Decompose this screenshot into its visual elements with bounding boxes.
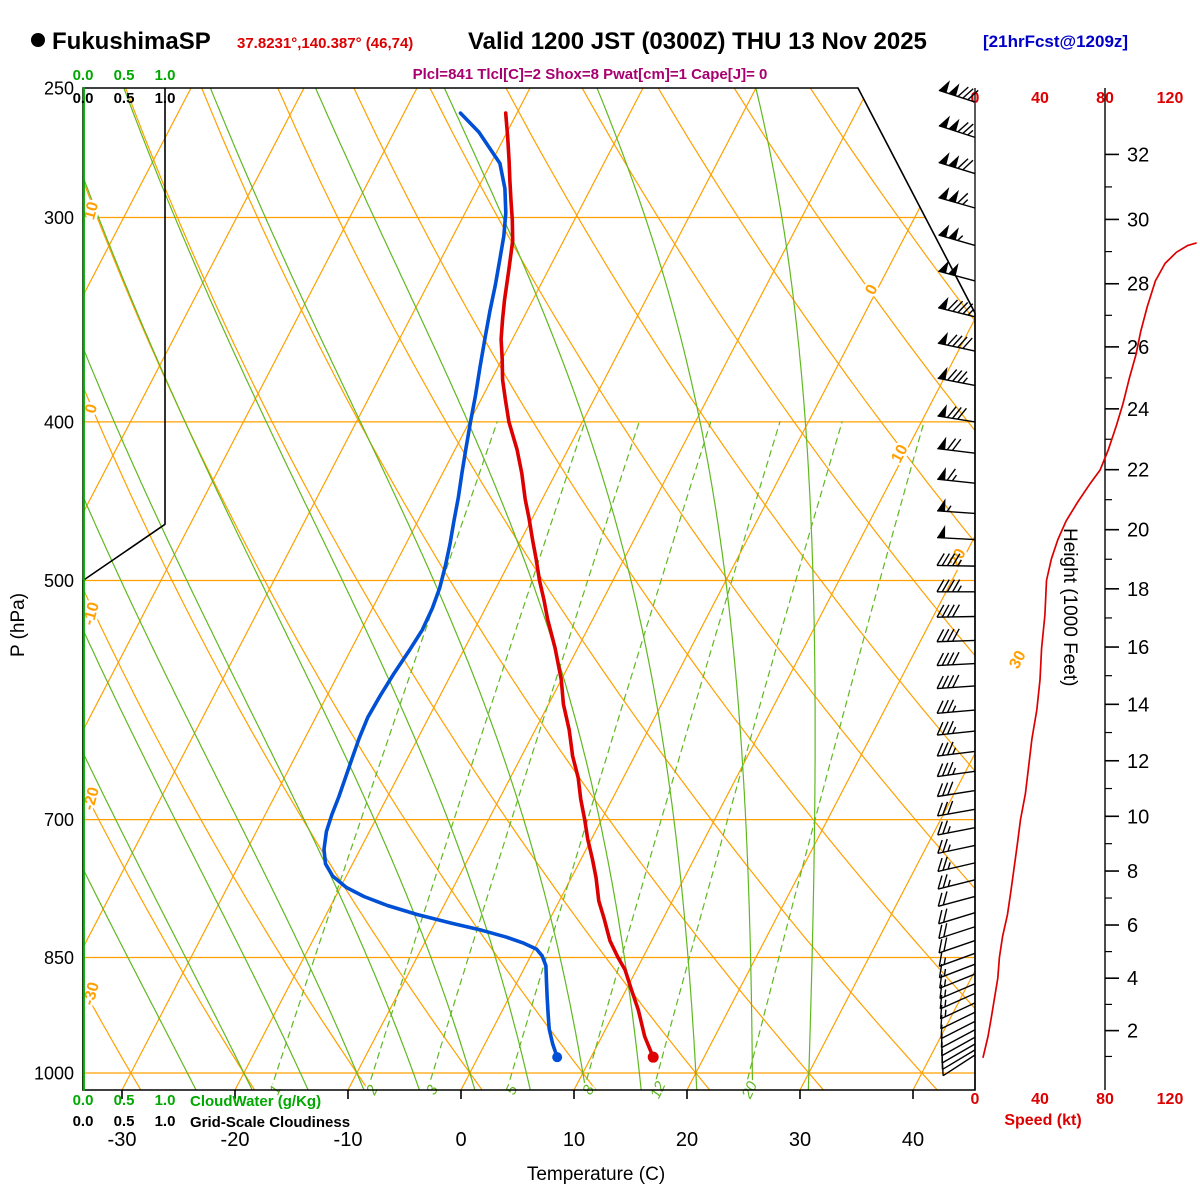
svg-text:30: 30 (789, 1129, 811, 1151)
surface-dewpoint-dot (552, 1052, 563, 1063)
svg-text:24: 24 (1127, 399, 1149, 421)
station-name: FukushimaSP (52, 28, 211, 55)
cloud-scale-numbers: 0.0 0.5 1.0 0.0 0.5 1.0 0.0 0.5 1.0 0.0 0.5 1.0 (73, 67, 176, 1130)
svg-text:4: 4 (1127, 968, 1138, 990)
svg-text:120: 120 (1157, 1091, 1184, 1108)
speed-axis: 0 0 40 40 80 80 120 120 (971, 88, 1184, 1108)
station-bullet-icon (31, 33, 45, 47)
svg-text:400: 400 (44, 412, 74, 432)
svg-text:0: 0 (862, 282, 881, 298)
svg-text:1.0: 1.0 (155, 1113, 176, 1130)
sounding-profiles (322, 111, 659, 1063)
svg-text:1.0: 1.0 (155, 90, 176, 107)
svg-text:0.0: 0.0 (73, 67, 94, 84)
station-coords: 37.8231°,140.387° (46,74) (237, 35, 413, 52)
svg-text:12: 12 (1127, 751, 1149, 773)
svg-text:1000: 1000 (34, 1063, 74, 1083)
svg-text:10: 10 (888, 442, 911, 466)
surface-temperature-dot (647, 1051, 659, 1063)
svg-text:8: 8 (1127, 861, 1138, 883)
svg-text:30: 30 (1127, 209, 1149, 231)
svg-text:80: 80 (1096, 1091, 1114, 1108)
svg-text:850: 850 (44, 948, 74, 968)
svg-text:0.5: 0.5 (114, 67, 135, 84)
valid-time: Valid 1200 JST (0300Z) THU 13 Nov 2025 (468, 28, 927, 55)
svg-text:14: 14 (1127, 694, 1149, 716)
svg-text:10: 10 (563, 1129, 585, 1151)
height-axis-title: Height (1000 Feet) (1059, 528, 1080, 686)
svg-text:80: 80 (1096, 90, 1114, 107)
svg-text:-30: -30 (108, 1129, 137, 1151)
svg-text:1.0: 1.0 (155, 67, 176, 84)
wind-barbs (936, 80, 979, 1077)
wind-speed-curve (982, 242, 1197, 1059)
pressure-axis-title: P (hPa) (8, 593, 29, 657)
svg-text:0: 0 (971, 90, 980, 107)
svg-text:700: 700 (44, 810, 74, 830)
cloudwater-axis-title: CloudWater (g/Kg) (190, 1093, 321, 1110)
svg-text:30: 30 (1006, 648, 1029, 672)
svg-text:1.0: 1.0 (155, 1092, 176, 1109)
stability-indices: Plcl=841 Tlcl[C]=2 Shox=8 Pwat[cm]=1 Cap… (413, 66, 768, 83)
temperature-axis: -30 -20 -10 0 10 20 30 40 (108, 1090, 924, 1151)
grid-lines (83, 88, 975, 1090)
svg-text:6: 6 (1127, 915, 1138, 937)
svg-text:16: 16 (1127, 637, 1149, 659)
svg-text:0: 0 (455, 1129, 466, 1151)
plot-frame (82, 87, 976, 1091)
svg-text:22: 22 (1127, 460, 1149, 482)
speed-axis-title: Speed (kt) (1004, 1112, 1081, 1129)
svg-text:0.0: 0.0 (73, 1113, 94, 1130)
temperature-axis-title: Temperature (C) (527, 1164, 665, 1185)
svg-text:120: 120 (1157, 90, 1184, 107)
svg-text:2: 2 (1127, 1021, 1138, 1043)
svg-text:10: 10 (1127, 806, 1149, 828)
svg-text:40: 40 (902, 1129, 924, 1151)
svg-text:40: 40 (1031, 1091, 1049, 1108)
svg-text:20: 20 (676, 1129, 698, 1151)
svg-text:32: 32 (1127, 144, 1149, 166)
svg-text:0.5: 0.5 (114, 1092, 135, 1109)
svg-text:0.5: 0.5 (114, 1113, 135, 1130)
axis-titles: P (hPa) Height (1000 Feet) Temperature (… (8, 528, 1082, 1185)
pressure-axis: 250 300 400 500 700 850 1000 (34, 78, 74, 1083)
svg-text:500: 500 (44, 571, 74, 591)
cloud-profiles (82, 86, 166, 1091)
svg-text:18: 18 (1127, 579, 1149, 601)
header: FukushimaSP 37.8231°,140.387° (46,74) Va… (31, 28, 1128, 83)
svg-text:0.0: 0.0 (73, 90, 94, 107)
svg-text:40: 40 (1031, 90, 1049, 107)
svg-text:28: 28 (1127, 274, 1149, 296)
svg-text:250: 250 (44, 78, 74, 98)
chart-plot-area: 100-10-20-300102030123581220250300400500… (34, 67, 1197, 1151)
forecast-tag: [21hrFcst@1209z] (983, 32, 1128, 51)
svg-text:0: 0 (82, 402, 101, 415)
svg-text:0.0: 0.0 (73, 1092, 94, 1109)
svg-text:0: 0 (971, 1091, 980, 1108)
svg-text:300: 300 (44, 208, 74, 228)
svg-text:-20: -20 (221, 1129, 250, 1151)
cloudiness-axis-title: Grid-Scale Cloudiness (190, 1114, 350, 1131)
svg-text:0.5: 0.5 (114, 90, 135, 107)
svg-text:20: 20 (1127, 520, 1149, 542)
svg-text:-10: -10 (334, 1129, 363, 1151)
